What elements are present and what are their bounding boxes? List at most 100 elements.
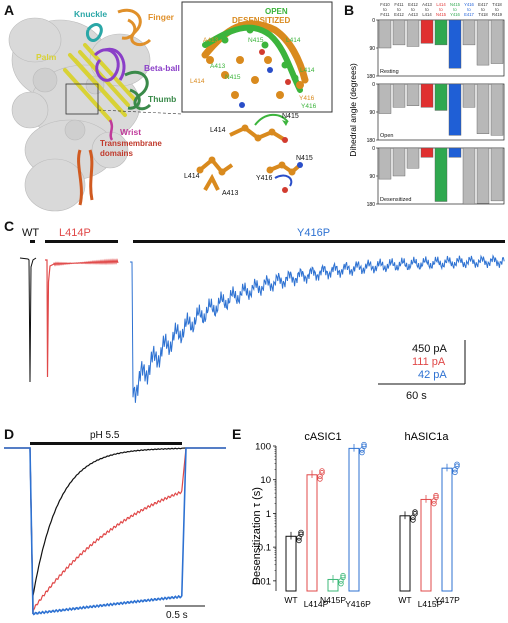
tau-category-0-3: Y416P xyxy=(345,599,371,609)
tau-point-1-1-2 xyxy=(431,500,437,507)
tau-group-title-1: hASIC1a xyxy=(404,431,449,443)
inset-res-8: Y416 xyxy=(299,95,315,102)
col-label-mid-4: to xyxy=(439,7,443,12)
dihedral-bar-2-1 xyxy=(392,147,406,177)
tau-point-1-0-1 xyxy=(412,511,418,517)
label-y416p: Y416P xyxy=(297,227,330,239)
col-label-top-1: F411 xyxy=(394,2,404,7)
panel-d-normalized-traces: pH 5.5 0.5 s xyxy=(4,430,226,621)
trace-d-y416p xyxy=(4,447,226,616)
lower-res-3: L414 xyxy=(184,173,200,180)
dihedral-state-label-2: Desensitized xyxy=(380,197,412,203)
dihedral-bar-1-4 xyxy=(434,83,448,111)
col-label-bot-7: T418 xyxy=(478,12,488,17)
dihedral-bar-0-1 xyxy=(392,19,406,46)
col-label-bot-8: R419 xyxy=(492,12,503,17)
col-label-bot-5: Y416 xyxy=(450,12,460,17)
col-label-top-4: L414 xyxy=(436,2,446,7)
e-ytick-label-2: 1 xyxy=(266,509,271,520)
label-thumb: Thumb xyxy=(148,94,176,104)
trace-l414p xyxy=(45,258,119,378)
zoom-line xyxy=(97,109,183,115)
dihedral-bar-0-7 xyxy=(476,19,490,66)
label-palm: Palm xyxy=(36,52,57,62)
label-wt: WT xyxy=(22,227,39,239)
tau-category-1-0: WT xyxy=(398,595,411,605)
lower-residue-models: L414 N415 L414 A413 N415 Y416 xyxy=(184,113,313,197)
scale-d: 0.5 s xyxy=(166,610,188,621)
col-label-bot-4: N415 xyxy=(436,12,447,17)
tau-point-0-1-1 xyxy=(319,470,325,476)
dihedral-bar-0-6 xyxy=(462,19,476,46)
tm-domain xyxy=(77,149,94,206)
col-label-mid-6: to xyxy=(467,7,471,12)
tau-point-1-2-3 xyxy=(454,461,460,468)
dihedral-bar-0-5 xyxy=(448,19,462,69)
panel-e-tau-chart: Desensitization τ (s) 0.01 0.1 1 10 100 cASI… xyxy=(251,431,460,609)
dihedral-bar-2-5 xyxy=(448,147,462,158)
col-label-bot-1: E412 xyxy=(394,12,404,17)
col-label-top-6: Y416 xyxy=(464,2,474,7)
panel-c-current-traces: WT L414P Y416P 450 pA 111 pA 42 pA 60 s xyxy=(19,227,505,403)
e-ytick-label-1: 0.1 xyxy=(258,543,271,554)
desensitized-atoms xyxy=(206,56,304,99)
tau-point-0-3-3 xyxy=(361,441,367,448)
lower-res-1: L414 xyxy=(210,127,226,134)
inset-res-9: Y416 xyxy=(301,103,317,110)
inset-res-3: L414 xyxy=(286,37,301,44)
panel-e-yaxis: 0.01 0.1 1 10 100 xyxy=(253,442,277,591)
stim-bar-wt xyxy=(30,240,35,243)
inset-res-4: L414 xyxy=(190,78,205,85)
knuckle-domain xyxy=(85,23,103,42)
tau-point-0-3-1 xyxy=(361,443,367,450)
tau-point-0-2-2 xyxy=(338,580,344,587)
ytick-label-2-0: 0 xyxy=(372,146,375,152)
scale-l414p: 111 pA xyxy=(412,356,446,368)
zoom-box xyxy=(65,83,99,115)
ytick-label-1-2: 180 xyxy=(367,138,376,144)
tau-bar-1-0 xyxy=(399,515,411,592)
inset-zoom: OPEN DESENSITIZED A413 N415 L414 L414 N4… xyxy=(181,1,333,113)
scale-y416p: 42 pA xyxy=(418,369,447,381)
dihedral-bar-1-0 xyxy=(378,83,392,114)
label-wrist: Wrist xyxy=(120,127,141,137)
dihedral-bar-2-2 xyxy=(406,147,420,169)
col-label-bot-3: L414 xyxy=(422,12,432,17)
tau-point-0-2-3 xyxy=(340,572,346,579)
col-label-bot-0: F411 xyxy=(380,12,390,17)
ytick-label-1-0: 0 xyxy=(372,82,375,88)
panel-b-dihedral-chart: Dihedral angle (degrees) F410toF411F411t… xyxy=(348,2,505,208)
ytick-label-1-1: 90 xyxy=(369,110,375,116)
trace-wt xyxy=(19,257,37,383)
panel-label-d: D xyxy=(4,426,15,442)
col-label-mid-2: to xyxy=(411,7,415,12)
ytick-label-0-1: 90 xyxy=(369,46,375,52)
panel-b-column-labels: F410toF411F411toE412E412toA413A413toL414… xyxy=(380,2,502,17)
inset-desensitized: DESENSITIZED xyxy=(232,16,290,25)
tau-bar-1-2 xyxy=(441,467,453,592)
dihedral-bar-1-2 xyxy=(406,83,420,106)
inset-res-6: A413 xyxy=(210,63,226,70)
panel-label-a: A xyxy=(4,2,15,18)
dihedral-bar-0-4 xyxy=(434,19,448,46)
panel-e-ylabel: Desensitization τ (s) xyxy=(251,487,263,585)
inset-open: OPEN xyxy=(265,7,288,16)
panel-label-c: C xyxy=(4,218,15,234)
lower-res-6: Y416 xyxy=(256,175,272,182)
panel-label-b: B xyxy=(344,2,355,18)
beta-ball-domain xyxy=(93,47,126,82)
dihedral-bar-1-5 xyxy=(448,83,462,136)
stim-bar-y416p xyxy=(133,240,505,243)
dihedral-chart-0: 0 90 180 Resting xyxy=(367,18,505,80)
col-label-mid-0: to xyxy=(383,7,387,12)
label-l414p: L414P xyxy=(59,227,91,239)
open-atoms xyxy=(221,26,299,82)
lower-res-2: N415 xyxy=(282,113,299,120)
scale-time: 60 s xyxy=(406,390,427,402)
dihedral-bar-2-3 xyxy=(420,147,434,158)
ytick-label-2-1: 90 xyxy=(369,174,375,180)
e-ytick-label-0: 0.01 xyxy=(253,576,272,587)
dihedral-bar-0-3 xyxy=(420,19,434,44)
col-label-mid-7: to xyxy=(481,7,485,12)
